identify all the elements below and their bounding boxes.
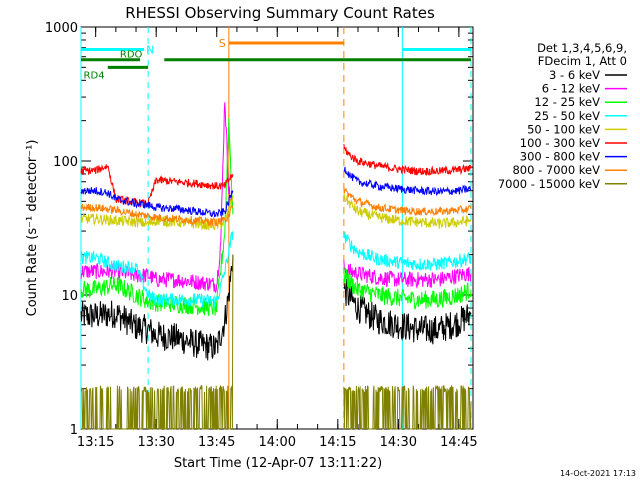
annotation-label-rd4: RD4 xyxy=(84,70,105,81)
y-tick-label: 1 xyxy=(70,423,78,438)
x-tick-label: 14:45 xyxy=(440,435,477,450)
legend-label: 300 - 800 keV xyxy=(520,150,600,164)
series-line-300_800keV xyxy=(80,187,234,218)
y-tick-label: 100 xyxy=(53,155,78,170)
series-line-6_12keV xyxy=(80,102,234,294)
x-tick-label: 13:45 xyxy=(198,435,235,450)
series-line-800_7000keV xyxy=(80,203,234,227)
legend-label: 100 - 300 keV xyxy=(520,136,600,150)
series-line-12_25keV xyxy=(343,266,472,310)
y-tick-label: 10 xyxy=(61,289,78,304)
plot-area: 1 10 100 1000 13:15 13:30 13:45 14:00 14:15 14:30… xyxy=(45,21,627,450)
annotation-label-n: N xyxy=(146,43,154,56)
annotation-label-rdo: RDO xyxy=(120,50,143,61)
series-line-50_100keV xyxy=(80,195,234,231)
legend-label: 12 - 25 keV xyxy=(534,95,600,109)
series-line-300_800keV xyxy=(343,166,472,196)
series-line-7000_15000keV xyxy=(343,385,472,430)
x-tick-label: 14:15 xyxy=(319,435,356,450)
series-line-100_300keV xyxy=(343,143,472,177)
series-line-7000_15000keV xyxy=(80,254,234,430)
x-axis-label: Start Time (12-Apr-07 13:11:22) xyxy=(174,456,382,471)
x-tick-label: 13:15 xyxy=(77,435,114,450)
series-line-25_50keV xyxy=(80,231,234,309)
legend-header-1: Det 1,3,4,5,6,9, xyxy=(537,41,627,55)
x-tick-label: 14:30 xyxy=(380,435,417,450)
y-axis-label: Count Rate (s⁻¹ detector⁻¹) xyxy=(25,140,40,317)
series-line-800_7000keV xyxy=(343,186,472,217)
legend-label: 7000 - 15000 keV xyxy=(498,177,600,191)
series-line-6_12keV xyxy=(343,260,472,289)
series-line-100_300keV xyxy=(80,164,234,209)
x-tick-label: 14:00 xyxy=(259,435,296,450)
series-line-3_6keV xyxy=(80,254,234,361)
series-line-50_100keV xyxy=(343,190,472,229)
legend-label: 800 - 7000 keV xyxy=(512,163,600,177)
y-tick-label: 1000 xyxy=(45,21,78,36)
generated-timestamp: 14-Oct-2021 17:13 xyxy=(560,469,636,478)
legend-label: 25 - 50 keV xyxy=(534,109,600,123)
legend-label: 50 - 100 keV xyxy=(527,122,600,136)
legend-label: 6 - 12 keV xyxy=(542,82,600,96)
x-tick-label: 13:30 xyxy=(137,435,174,450)
series-line-25_50keV xyxy=(343,231,472,271)
annotation-label-s: S xyxy=(219,37,226,50)
legend-header-2: FDecim 1, Att 0 xyxy=(538,54,627,68)
plot-frame xyxy=(80,26,474,430)
series-line-3_6keV xyxy=(343,278,472,345)
chart-title: RHESSI Observing Summary Count Rates xyxy=(125,4,435,22)
series-line-12_25keV xyxy=(80,118,234,317)
legend-label: 3 - 6 keV xyxy=(549,68,600,82)
